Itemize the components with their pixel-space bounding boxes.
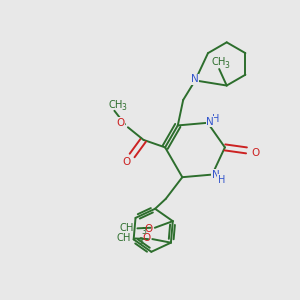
Text: CH: CH: [109, 100, 123, 110]
Text: H: H: [212, 114, 220, 124]
Text: CH: CH: [119, 224, 134, 233]
Text: N: N: [212, 169, 220, 180]
Text: CH: CH: [117, 233, 131, 244]
Text: 3: 3: [224, 61, 229, 70]
Text: O: O: [123, 157, 131, 167]
Text: N: N: [206, 117, 214, 127]
Text: 3: 3: [139, 237, 143, 246]
Text: H: H: [218, 175, 225, 185]
Text: N: N: [191, 74, 199, 84]
Text: O: O: [251, 148, 260, 158]
Text: CH: CH: [212, 57, 226, 68]
Text: O: O: [145, 224, 153, 234]
Text: 3: 3: [141, 227, 146, 236]
Text: 3: 3: [122, 103, 127, 112]
Text: O: O: [117, 118, 125, 128]
Text: O: O: [142, 233, 150, 243]
